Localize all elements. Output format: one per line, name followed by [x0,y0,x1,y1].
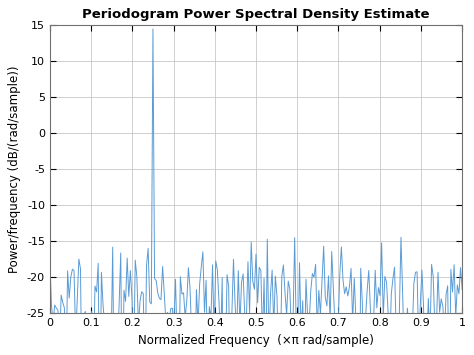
Y-axis label: Power/frequency (dB/(rad/sample)): Power/frequency (dB/(rad/sample)) [9,66,21,273]
Title: Periodogram Power Spectral Density Estimate: Periodogram Power Spectral Density Estim… [82,8,430,21]
X-axis label: Normalized Frequency  (×π rad/sample): Normalized Frequency (×π rad/sample) [138,334,374,347]
